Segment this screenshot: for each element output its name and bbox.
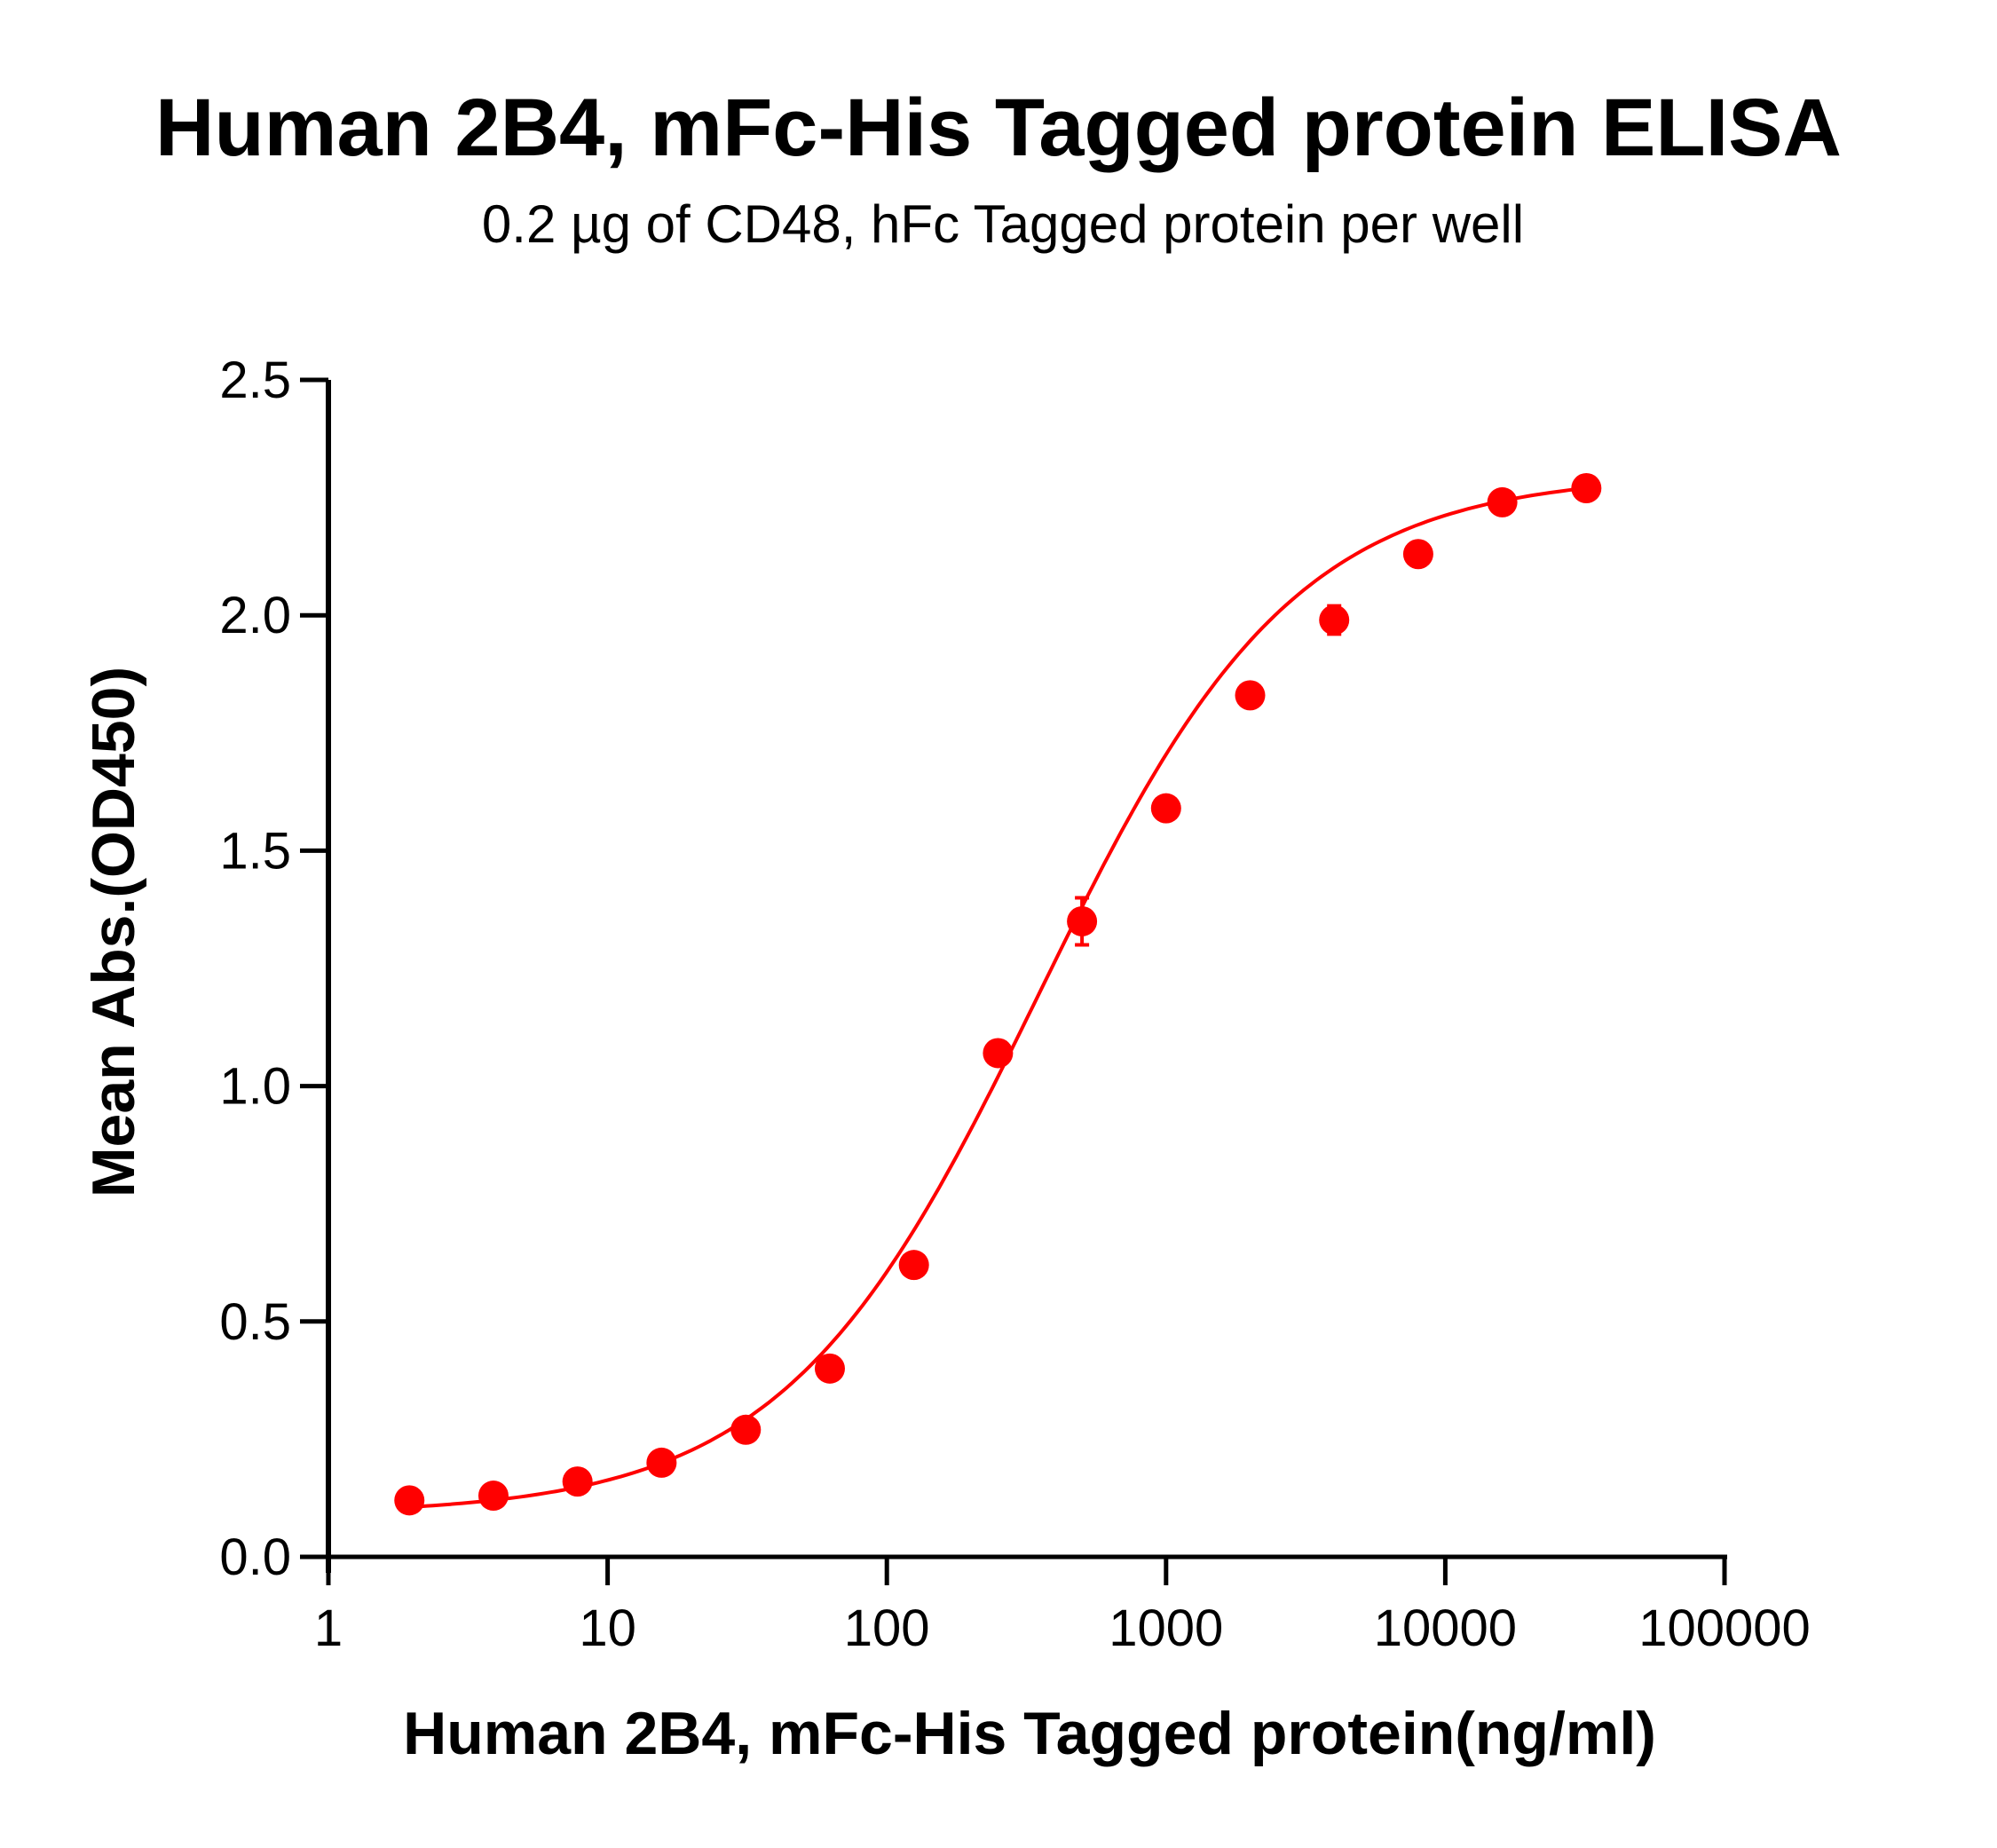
fit-curve	[409, 486, 1587, 1509]
y-tick-label: 0.0	[219, 1528, 291, 1586]
x-axis-label: Human 2B4, mFc-His Tagged protein(ng/ml)	[403, 1700, 1656, 1767]
x-tick-label: 1	[314, 1599, 343, 1657]
data-point	[1067, 905, 1098, 936]
data-point	[1487, 486, 1518, 517]
data-point	[983, 1038, 1014, 1069]
data-points	[394, 472, 1602, 1516]
data-point	[1402, 539, 1433, 570]
chart-title: Human 2B4, mFc-His Tagged protein ELISA	[155, 83, 1842, 173]
x-tick-label: 100000	[1638, 1599, 1811, 1657]
y-tick-label: 2.5	[219, 351, 291, 409]
x-tick-label: 1000	[1109, 1599, 1223, 1657]
data-point	[562, 1466, 593, 1497]
y-tick-label: 1.5	[219, 822, 291, 880]
x-tick-label: 100	[844, 1599, 930, 1657]
data-point	[478, 1481, 509, 1512]
data-point	[730, 1414, 762, 1445]
fit-curve-path	[409, 486, 1587, 1509]
data-point	[1319, 604, 1350, 636]
chart-subtitle: 0.2 µg of CD48, hFc Tagged protein per w…	[481, 194, 1525, 254]
data-point	[1150, 793, 1181, 824]
data-point	[1235, 680, 1266, 711]
axes: 0.0 0.5 1.0 1.5 2.0 2.5 1 10 100 1000 10000 100000	[219, 351, 1810, 1657]
data-point	[1571, 472, 1602, 503]
x-tick-label: 10	[579, 1599, 636, 1657]
data-point	[814, 1353, 845, 1384]
data-point	[898, 1250, 929, 1281]
y-tick-label: 1.0	[219, 1058, 291, 1116]
y-tick-label: 2.0	[219, 587, 291, 644]
y-tick-label: 0.5	[219, 1293, 291, 1351]
data-point	[646, 1447, 677, 1478]
x-tick-label: 10000	[1374, 1599, 1517, 1657]
data-point	[394, 1485, 425, 1516]
